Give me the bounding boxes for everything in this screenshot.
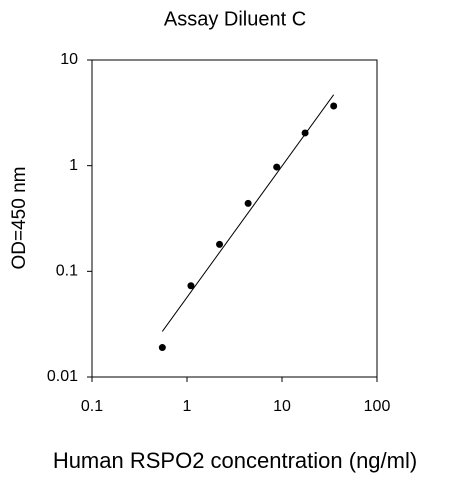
y-tick-label: 0.1 — [56, 263, 78, 280]
data-point — [244, 199, 252, 207]
data-point — [187, 282, 195, 290]
data-point — [301, 129, 309, 137]
x-tick-label: 100 — [364, 398, 391, 415]
y-tick-label: 0.01 — [47, 368, 78, 385]
data-point — [216, 240, 224, 248]
data-point — [273, 163, 281, 171]
chart-title: Assay Diluent C — [164, 8, 306, 30]
x-tick-label: 1 — [183, 398, 192, 415]
x-tick-label: 0.1 — [81, 398, 103, 415]
data-point — [158, 344, 166, 352]
x-axis-label: Human RSPO2 concentration (ng/ml) — [53, 448, 417, 473]
y-tick-label: 10 — [60, 51, 78, 68]
y-tick-label: 1 — [69, 157, 78, 174]
data-point — [330, 102, 338, 110]
plot-frame — [91, 59, 378, 378]
fit-line — [161, 94, 335, 332]
y-axis-label: OD=450 nm — [9, 167, 30, 270]
x-tick-label: 10 — [273, 398, 291, 415]
